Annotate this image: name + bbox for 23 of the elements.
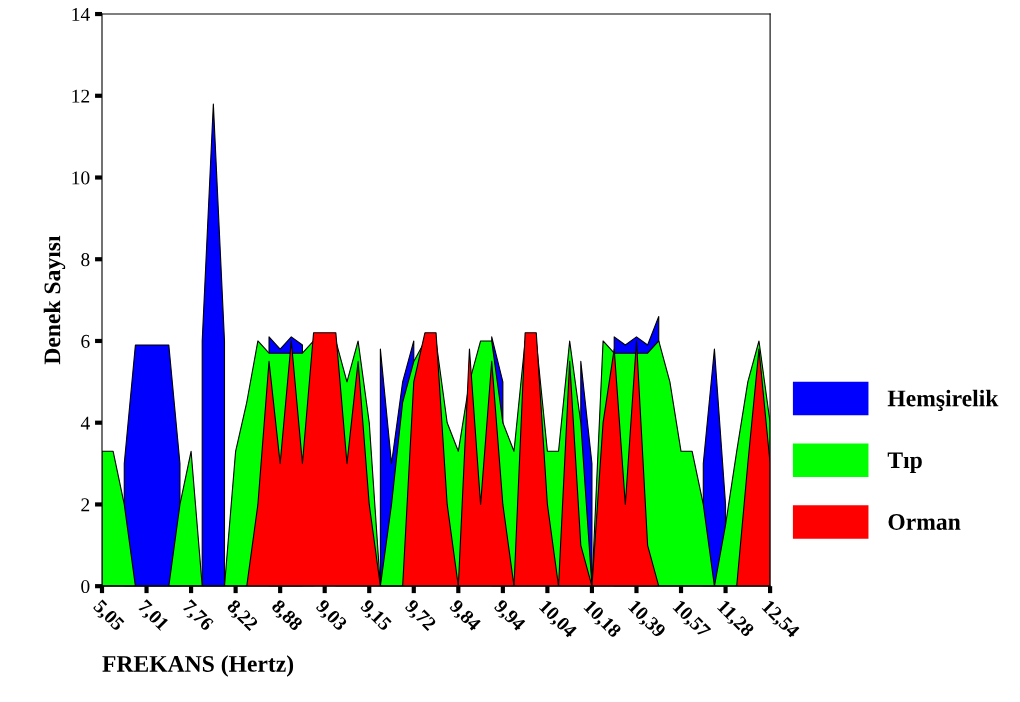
y-axis-title: Denek Sayısı	[43, 235, 66, 365]
legend-label: Hemşirelik	[887, 389, 999, 412]
y-tick-label: 8	[81, 253, 90, 267]
y-tick-label: 10	[72, 171, 90, 185]
y-tick-label: 0	[81, 579, 90, 594]
legend-label: Orman	[888, 514, 961, 530]
x-tick-label: 9,15	[357, 598, 393, 634]
y-tick-label: 12	[72, 89, 90, 103]
x-tick-label: 7,76	[180, 599, 215, 634]
y-tick-label: 4	[80, 416, 90, 430]
y-tick-label: 2	[81, 498, 90, 512]
y-tick-label: 6	[81, 334, 90, 348]
x-tick-label: 9,94	[491, 598, 527, 634]
x-tick-label: 9,03	[313, 598, 348, 634]
x-tick-label: 8,22	[224, 598, 259, 634]
x-tick-label: 8,88	[268, 598, 304, 634]
x-tick-label: 5,05	[90, 598, 126, 634]
x-tick-label: 7,01	[135, 599, 170, 633]
legend-label: Tıp	[887, 452, 922, 473]
x-tick-label: 9,72	[402, 598, 437, 634]
y-tick-label: 14	[72, 7, 90, 21]
x-tick-label: 9,84	[447, 598, 482, 634]
x-axis-title: FREKANS (Hertz)	[102, 655, 294, 677]
